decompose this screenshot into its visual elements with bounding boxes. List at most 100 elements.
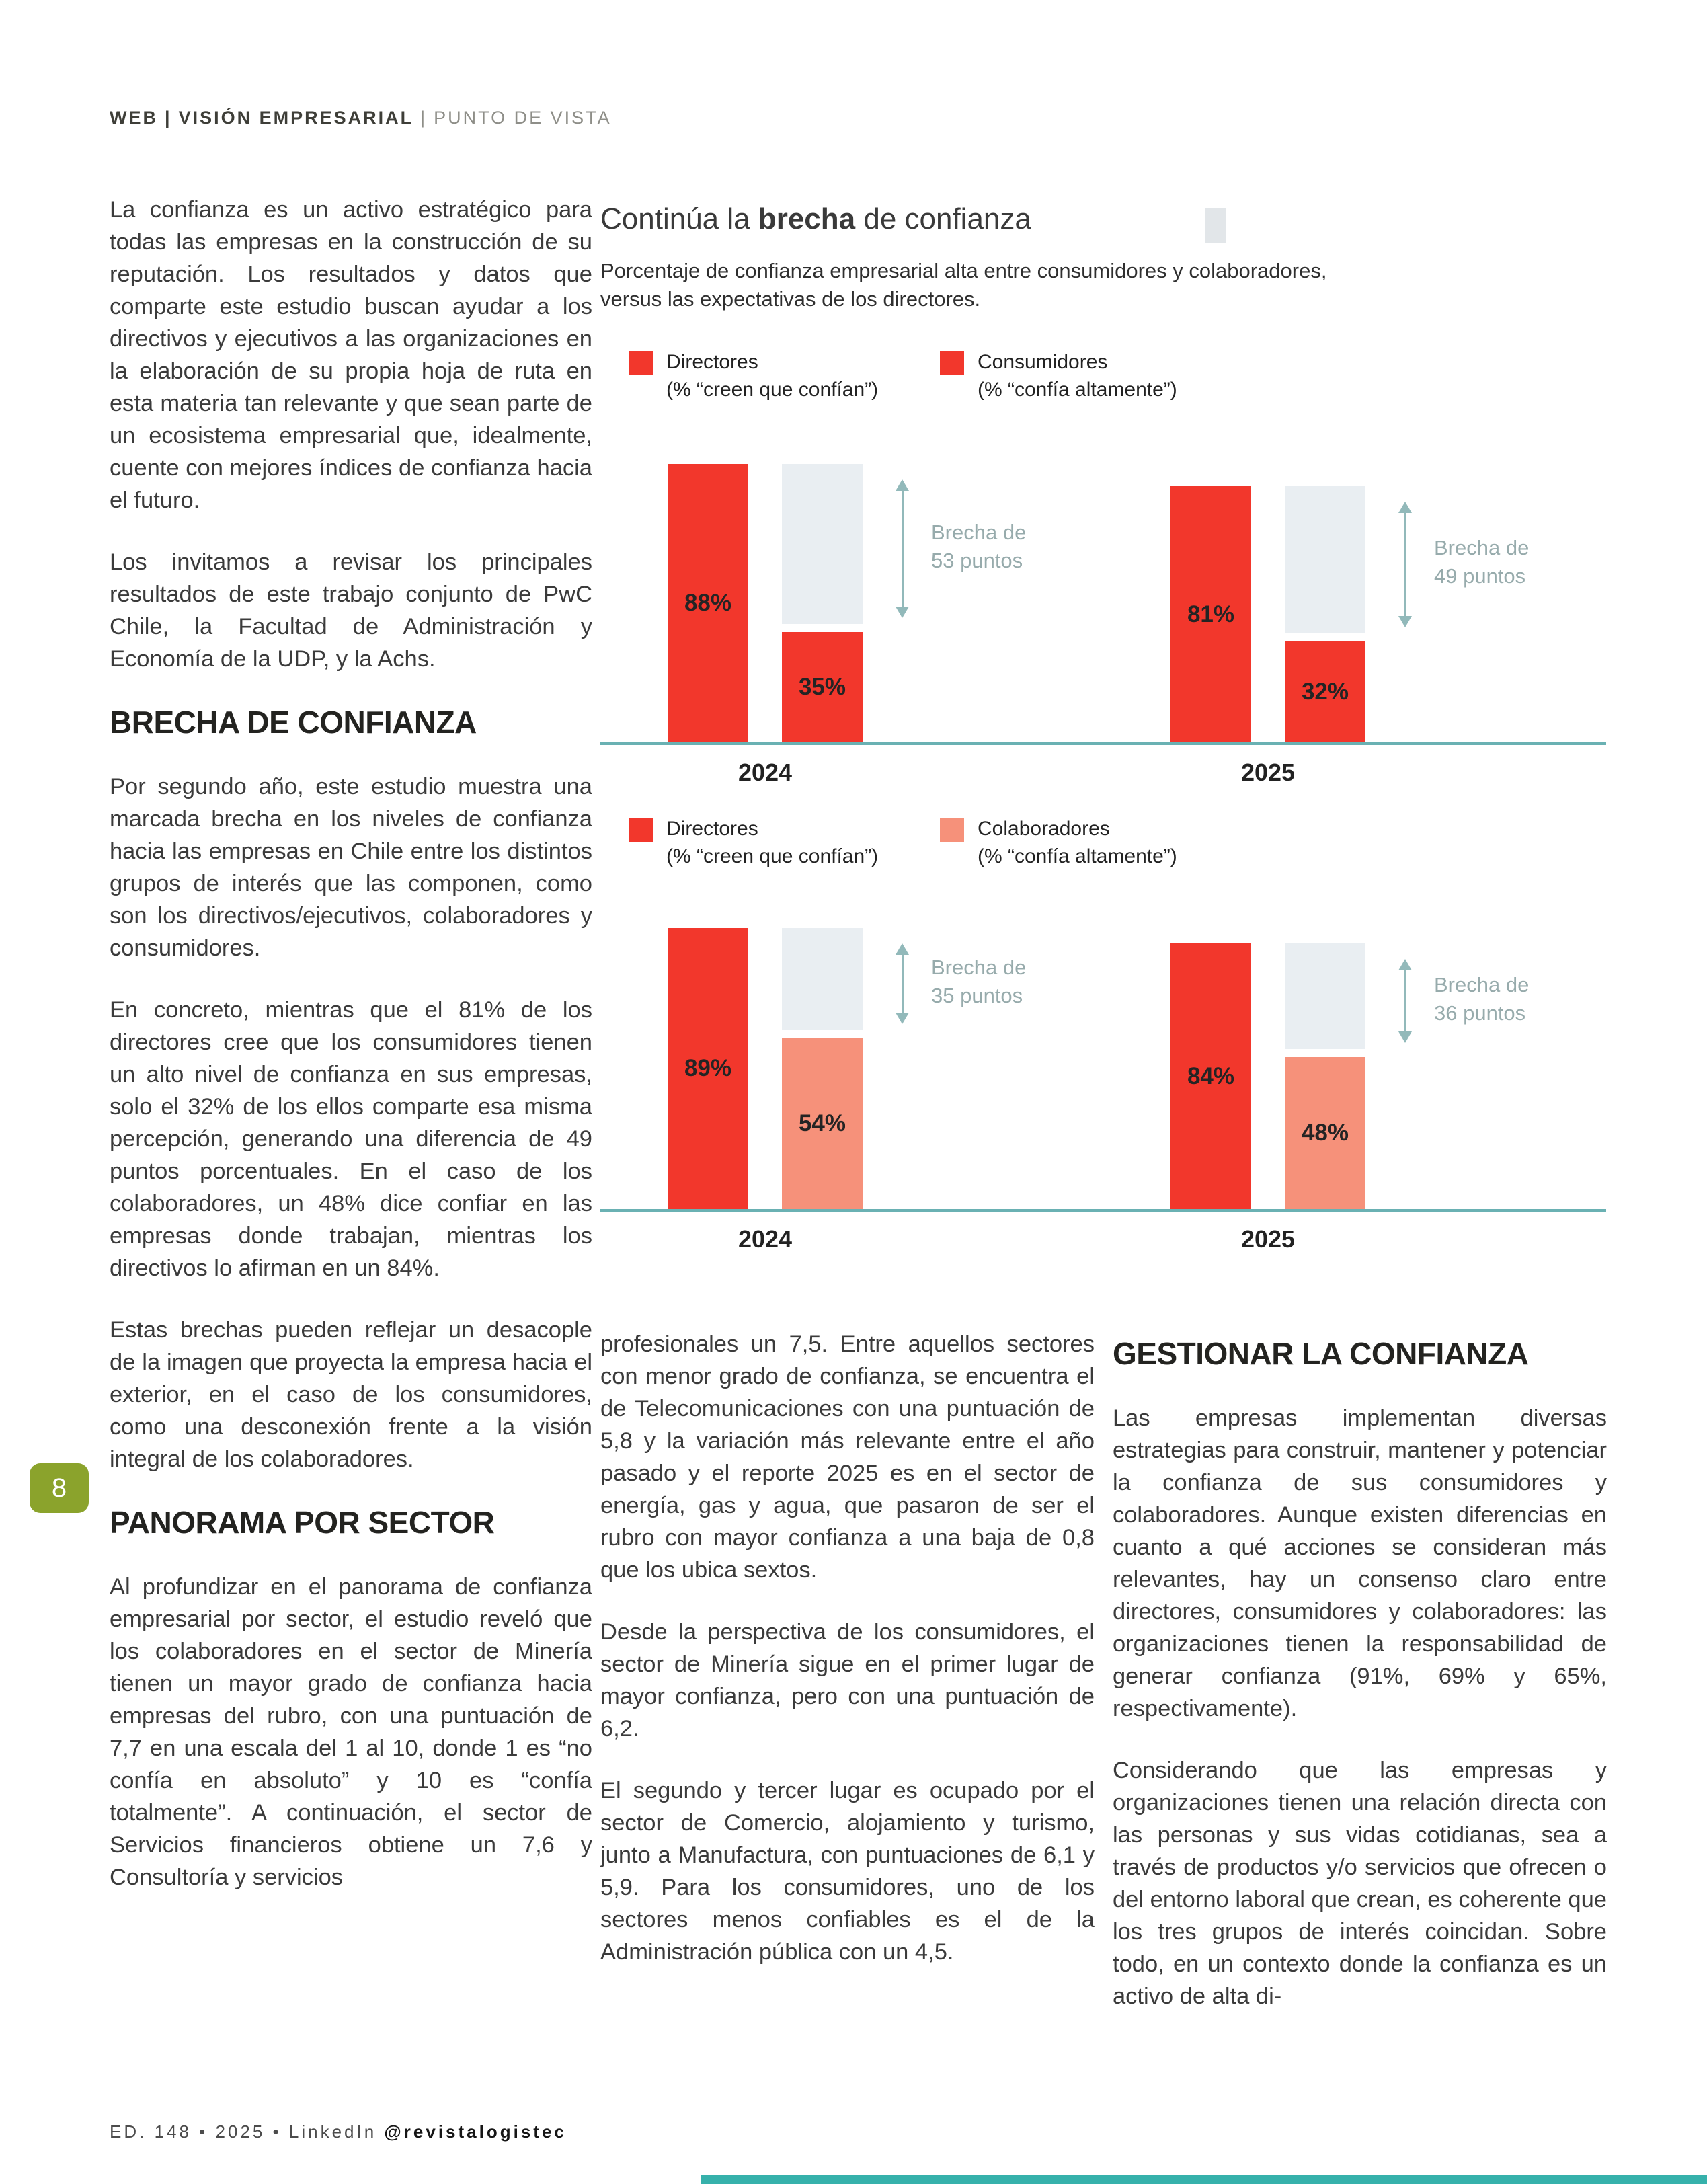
legend-label: Consumidores (% “confía altamente”) <box>978 348 1177 403</box>
gap-ghost <box>782 464 863 624</box>
bar-group-2025: 84% 48% Brecha de 36 puntos <box>1103 893 1606 1209</box>
page-number-badge: 8 <box>30 1463 89 1513</box>
gap-annotation-line2: 49 puntos <box>1434 564 1526 588</box>
heading-gestionar-la-confianza: GESTIONAR LA CONFIANZA <box>1113 1336 1529 1371</box>
column-middle: profesionales un 7,5. Entre aquellos sec… <box>600 1328 1095 1998</box>
gap-annotation-line1: Brecha de <box>931 520 1027 544</box>
legend-label-line2: (% “confía altamente”) <box>978 379 1177 401</box>
bar-value-label: 54% <box>798 1110 846 1137</box>
gap-ghost <box>1285 943 1365 1050</box>
column-right: GESTIONAR LA CONFIANZA Las empresas impl… <box>1113 1328 1607 2042</box>
director-bar: 88% <box>668 464 748 742</box>
paragraph: Al profundizar en el panorama de confian… <box>110 1574 592 1890</box>
legend-item-directores: Directores (% “creen que confían”) <box>600 348 940 403</box>
paragraph: La confianza es un activo estratégico pa… <box>110 197 592 513</box>
x-axis-line <box>600 742 1606 745</box>
legend-label-line2: (% “creen que confían”) <box>666 845 879 867</box>
paragraph: profesionales un 7,5. Entre aquellos sec… <box>600 1331 1095 1583</box>
x-axis-labels: 2024 2025 <box>600 745 1609 788</box>
chart-title-post: de confianza <box>855 202 1031 235</box>
legend-item-directores: Directores (% “creen que confían”) <box>600 815 940 870</box>
legend-label-line1: Consumidores <box>978 351 1108 373</box>
bar-value-label: 84% <box>1187 1062 1235 1089</box>
legend-label-line2: (% “confía altamente”) <box>978 845 1177 867</box>
bar-value-label: 88% <box>684 590 732 617</box>
gap-annotation: Brecha de 36 puntos <box>1434 971 1529 1027</box>
paragraph: Las empresas implementan diversas estrat… <box>1113 1405 1607 1721</box>
heading-brecha-de-confianza: BRECHA DE CONFIANZA <box>110 705 477 740</box>
gap-annotation-line1: Brecha de <box>1434 972 1530 997</box>
paragraph: Por segundo año, este estudio muestra un… <box>110 774 592 961</box>
x-axis-line <box>600 1209 1606 1212</box>
section-kicker: WEB | VISIÓN EMPRESARIAL | PUNTO DE VISTA <box>110 108 612 128</box>
legend-label: Directores (% “creen que confían”) <box>666 348 878 403</box>
gap-arrow <box>896 943 909 1024</box>
director-bar: 81% <box>1170 486 1251 742</box>
category-label-2024: 2024 <box>738 1225 793 1253</box>
director-bar: 89% <box>668 927 748 1209</box>
bar-group-2025: 81% 32% Brecha de 49 puntos <box>1103 426 1606 742</box>
chart-title: Continúa la brecha de confianza <box>600 202 1609 237</box>
other-bar: 54% <box>782 1038 863 1209</box>
gap-arrow <box>1398 502 1412 627</box>
legend-chart-2: Directores (% “creen que confían”) Colab… <box>600 815 1609 870</box>
gap-annotation: Brecha de 49 puntos <box>1434 534 1529 590</box>
x-axis-labels: 2024 2025 <box>600 1212 1609 1255</box>
chart-title-pre: Continúa la <box>600 202 758 235</box>
paragraph: Desde la perspectiva de los consumidores… <box>600 1619 1095 1742</box>
bottom-accent-bar <box>701 2175 1707 2184</box>
kicker-web: WEB <box>110 108 158 128</box>
kicker-separator: | <box>165 108 172 128</box>
bar-value-label: 32% <box>1301 678 1349 705</box>
other-bar: 32% <box>1285 641 1365 742</box>
paragraph: El segundo y tercer lugar es ocupado por… <box>600 1778 1095 1965</box>
legend-swatch-icon <box>629 351 653 375</box>
other-bar: 48% <box>1285 1057 1365 1209</box>
category-label-2025: 2025 <box>1240 758 1296 786</box>
legend-label: Directores (% “creen que confían”) <box>666 815 878 870</box>
bar-chart-directores-consumidores: 88% 35% Brecha de 53 puntos 81% 32% Brech… <box>600 426 1609 742</box>
paragraph: Los invitamos a revisar los principales … <box>110 549 592 672</box>
gap-arrow <box>896 479 909 618</box>
chart-figure: Continúa la brecha de confianza Porcenta… <box>600 202 1609 1255</box>
heading-panorama-por-sector: PANORAMA POR SECTOR <box>110 1505 495 1540</box>
kicker-separator-2: | <box>420 108 428 128</box>
footer: ED. 148 • 2025 • LinkedIn @revistalogist… <box>110 2121 567 2142</box>
decorative-gray-block <box>1205 208 1226 243</box>
other-bar: 35% <box>782 631 863 742</box>
column-left: La confianza es un activo estratégico pa… <box>110 194 592 1923</box>
paragraph: Considerando que las empresas y organiza… <box>1113 1758 1607 2009</box>
category-label-2025: 2025 <box>1240 1225 1296 1253</box>
legend-swatch-icon <box>940 351 964 375</box>
category-label-2024: 2024 <box>738 758 793 786</box>
bar-chart-directores-colaboradores: 89% 54% Brecha de 35 puntos 84% 48% Brech… <box>600 893 1609 1209</box>
kicker-vision: VISIÓN EMPRESARIAL <box>178 108 414 128</box>
bar-group-2024: 89% 54% Brecha de 35 puntos <box>600 893 1103 1209</box>
gap-arrow <box>1398 959 1412 1044</box>
footer-linkedin-handle[interactable]: @revistalogistec <box>384 2121 567 2142</box>
bar-value-label: 35% <box>798 673 846 700</box>
chart-subtitle: Porcentaje de confianza empresarial alta… <box>600 259 1327 311</box>
bar-value-label: 48% <box>1301 1120 1349 1146</box>
legend-item-colaboradores: Colaboradores (% “confía altamente”) <box>940 815 1177 870</box>
legend-item-consumidores: Consumidores (% “confía altamente”) <box>940 348 1177 403</box>
kicker-punto: PUNTO DE VISTA <box>434 108 612 128</box>
gap-ghost <box>782 927 863 1031</box>
gap-annotation-line2: 53 puntos <box>931 548 1023 572</box>
gap-annotation: Brecha de 53 puntos <box>931 518 1026 575</box>
legend-label-line1: Directores <box>666 351 758 373</box>
bar-group-2024: 88% 35% Brecha de 53 puntos <box>600 426 1103 742</box>
gap-annotation: Brecha de 35 puntos <box>931 953 1026 1010</box>
gap-annotation-line1: Brecha de <box>1434 536 1530 560</box>
legend-label-line1: Directores <box>666 818 758 840</box>
director-bar: 84% <box>1170 943 1251 1209</box>
paragraph: Estas brechas pueden reflejar un desacop… <box>110 1317 592 1472</box>
gap-annotation-line2: 36 puntos <box>1434 1001 1526 1025</box>
bar-value-label: 81% <box>1187 600 1235 627</box>
gap-ghost <box>1285 486 1365 633</box>
legend-label-line1: Colaboradores <box>978 818 1110 840</box>
legend-label-line2: (% “creen que confían”) <box>666 379 879 401</box>
gap-annotation-line1: Brecha de <box>931 955 1027 979</box>
legend-label: Colaboradores (% “confía altamente”) <box>978 815 1177 870</box>
